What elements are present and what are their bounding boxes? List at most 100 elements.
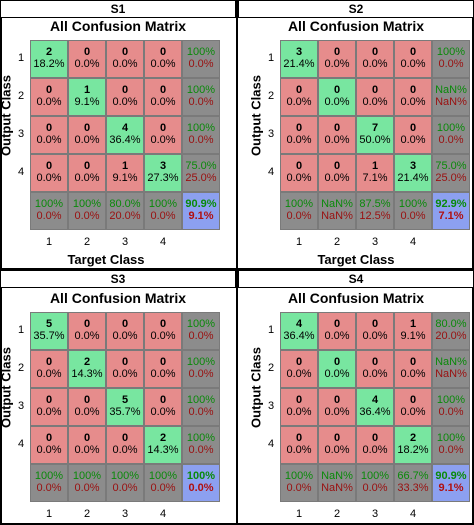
- cell-count: 0: [333, 318, 341, 330]
- off-diagonal-cell: 0 0.0%: [280, 350, 318, 388]
- diagonal-cell: 3 27.3%: [144, 154, 182, 192]
- x-axis-label: Target Class: [317, 252, 395, 267]
- cell-percent: 0.0%: [36, 444, 62, 456]
- y-tick-label: 3: [267, 400, 275, 412]
- y-tick-label: 2: [267, 90, 275, 102]
- cell-count: 1: [121, 160, 129, 172]
- diagonal-cell: 4 36.4%: [106, 116, 144, 154]
- cell-count: 0: [45, 122, 53, 134]
- diagonal-cell: 7 50.0%: [356, 116, 394, 154]
- col-summary-error: 0.0%: [36, 482, 62, 494]
- off-diagonal-cell: 0 0.0%: [394, 78, 432, 116]
- x-tick-label: 4: [159, 236, 167, 248]
- col-summary-cell: 100% 0.0%: [280, 192, 318, 230]
- col-summary-cell: 100% 0.0%: [394, 192, 432, 230]
- diagonal-cell: 5 35.7%: [30, 312, 68, 350]
- cell-count: 0: [45, 356, 53, 368]
- row-summary-cell: 100% 0.0%: [182, 426, 220, 464]
- off-diagonal-cell: 0 0.0%: [280, 388, 318, 426]
- col-summary-correct: 100%: [284, 470, 314, 482]
- diagonal-cell: 2 14.3%: [144, 426, 182, 464]
- row-summary-cell: 100% 0.0%: [182, 40, 220, 78]
- cell-count: 0: [83, 432, 91, 444]
- off-diagonal-cell: 0 0.0%: [30, 154, 68, 192]
- row-summary-cell: 100% 0.0%: [182, 388, 220, 426]
- off-diagonal-cell: 0 0.0%: [68, 116, 106, 154]
- col-summary-cell: 100% 0.0%: [144, 464, 182, 502]
- col-summary-error: NaN%: [321, 482, 353, 494]
- row-summary-cell: 100% 0.0%: [432, 40, 470, 78]
- diagonal-cell: 2 18.2%: [30, 40, 68, 78]
- cell-count: 2: [45, 46, 53, 58]
- cell-percent: 0.0%: [74, 406, 100, 418]
- row-summary-error: 0.0%: [438, 444, 464, 456]
- chart-title: All Confusion Matrix: [49, 290, 187, 306]
- cell-percent: 0.0%: [400, 368, 426, 380]
- row-summary-correct: 100%: [186, 394, 216, 406]
- cell-count: 2: [159, 432, 167, 444]
- row-summary-error: 0.0%: [188, 134, 214, 146]
- off-diagonal-cell: 0 0.0%: [30, 388, 68, 426]
- off-diagonal-cell: 0 0.0%: [356, 426, 394, 464]
- cell-count: 1: [371, 160, 379, 172]
- col-summary-error: 0.0%: [74, 482, 100, 494]
- off-diagonal-cell: 0 0.0%: [318, 426, 356, 464]
- cell-percent: 0.0%: [400, 96, 426, 108]
- cell-count: 0: [295, 84, 303, 96]
- x-tick-label: 1: [45, 236, 53, 248]
- cell-count: 5: [45, 318, 53, 330]
- cell-count: 0: [371, 318, 379, 330]
- col-summary-correct: 100%: [360, 470, 390, 482]
- y-axis-label: Output Class: [248, 75, 264, 156]
- row-summary-correct: 100%: [436, 394, 466, 406]
- y-axis-label: Output Class: [0, 75, 14, 156]
- off-diagonal-cell: 0 0.0%: [144, 40, 182, 78]
- off-diagonal-cell: 0 0.0%: [394, 116, 432, 154]
- col-summary-correct: 100%: [148, 198, 178, 210]
- row-summary-cell: 75.0% 25.0%: [182, 154, 220, 192]
- cell-percent: 50.0%: [359, 134, 391, 146]
- cell-count: 0: [121, 84, 129, 96]
- off-diagonal-cell: 0 0.0%: [394, 388, 432, 426]
- x-tick-label: 3: [371, 236, 379, 248]
- cell-count: 7: [371, 122, 379, 134]
- cell-percent: 0.0%: [400, 406, 426, 418]
- cell-percent: 0.0%: [112, 444, 138, 456]
- x-tick-label: 3: [121, 236, 129, 248]
- col-summary-cell: 100% 0.0%: [30, 464, 68, 502]
- total-accuracy-cell: 100% 0.0%: [182, 464, 220, 502]
- cell-percent: 0.0%: [362, 58, 388, 70]
- total-error: 9.1%: [438, 482, 464, 494]
- col-summary-cell: NaN% NaN%: [318, 464, 356, 502]
- y-tick-label: 3: [267, 128, 275, 140]
- cell-count: 1: [409, 318, 417, 330]
- cell-count: 0: [333, 84, 341, 96]
- y-axis-label: Output Class: [248, 347, 264, 428]
- row-summary-correct: 100%: [186, 46, 216, 58]
- cell-count: 0: [121, 356, 129, 368]
- col-summary-error: 20.0%: [109, 210, 141, 222]
- row-summary-error: NaN%: [435, 96, 467, 108]
- x-tick-label: 2: [83, 236, 91, 248]
- y-tick-label: 1: [267, 324, 275, 336]
- cell-count: 0: [409, 356, 417, 368]
- off-diagonal-cell: 0 0.0%: [318, 116, 356, 154]
- cell-count: 0: [45, 394, 53, 406]
- cell-count: 0: [159, 122, 167, 134]
- off-diagonal-cell: 1 7.1%: [356, 154, 394, 192]
- cell-count: 0: [295, 122, 303, 134]
- cell-count: 3: [409, 160, 417, 172]
- row-summary-cell: 100% 0.0%: [432, 116, 470, 154]
- col-summary-error: 0.0%: [74, 210, 100, 222]
- row-summary-correct: NaN%: [435, 84, 467, 96]
- off-diagonal-cell: 0 0.0%: [106, 78, 144, 116]
- cell-percent: 0.0%: [362, 96, 388, 108]
- off-diagonal-cell: 0 0.0%: [394, 350, 432, 388]
- off-diagonal-cell: 0 0.0%: [144, 312, 182, 350]
- cell-percent: 0.0%: [74, 134, 100, 146]
- col-summary-correct: 100%: [72, 198, 102, 210]
- col-summary-error: 0.0%: [150, 210, 176, 222]
- col-summary-error: 0.0%: [150, 482, 176, 494]
- cell-count: 0: [333, 432, 341, 444]
